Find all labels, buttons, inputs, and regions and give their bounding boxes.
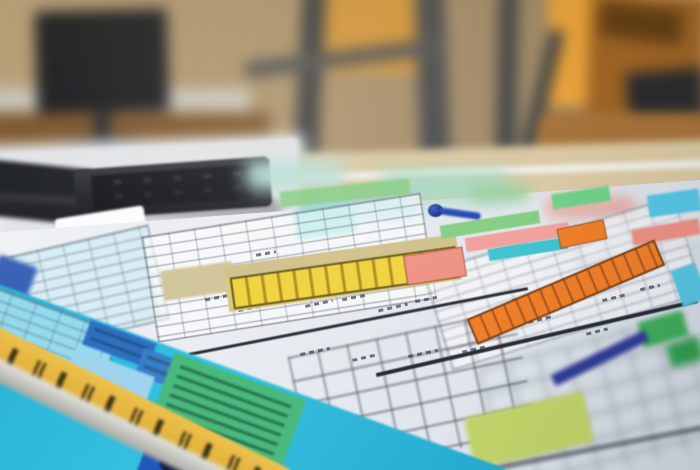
pen-tip [428,204,443,217]
monitor [34,8,170,114]
blob-teal [245,160,345,190]
monitor-stand [94,110,110,140]
blob-green-small [470,185,530,201]
